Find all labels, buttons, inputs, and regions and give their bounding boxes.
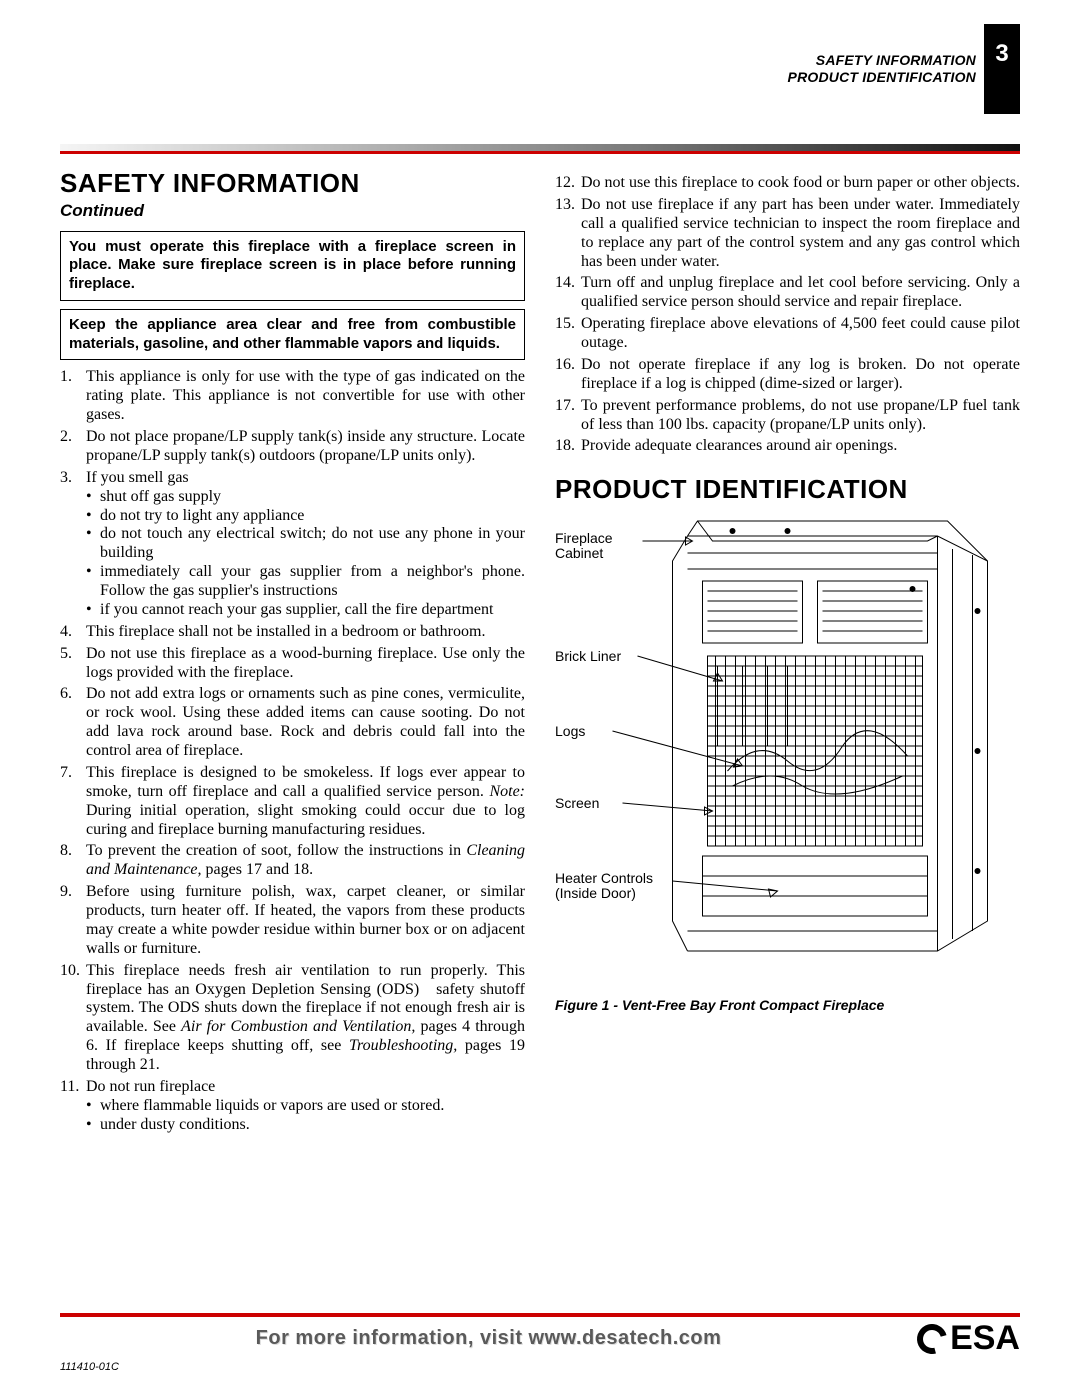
list-item: Do not run fireplacewhere flammable liqu… bbox=[60, 1078, 525, 1135]
sub-list-item: immediately call your gas supplier from … bbox=[86, 563, 525, 601]
list-item: Do not add extra logs or ornaments such … bbox=[60, 685, 525, 761]
list-item: This fireplace shall not be installed in… bbox=[60, 623, 525, 642]
header-line-1: SAFETY INFORMATION bbox=[788, 52, 976, 69]
callout-brick-liner: Brick Liner bbox=[555, 649, 621, 664]
list-item: This appliance is only for use with the … bbox=[60, 368, 525, 425]
list-item: Before using furniture polish, wax, carp… bbox=[60, 883, 525, 959]
page-number-badge: 3 bbox=[984, 24, 1020, 114]
figure-caption: Figure 1 - Vent-Free Bay Front Compact F… bbox=[555, 997, 1020, 1014]
page-header: SAFETY INFORMATION PRODUCT IDENTIFICATIO… bbox=[788, 24, 1020, 114]
sub-list-item: shut off gas supply bbox=[86, 488, 525, 507]
header-line-2: PRODUCT IDENTIFICATION bbox=[788, 69, 976, 86]
callout-cabinet: FireplaceCabinet bbox=[555, 531, 613, 562]
list-item: Do not place propane/LP supply tank(s) i… bbox=[60, 428, 525, 466]
list-item: Do not use fireplace if any part has bee… bbox=[555, 196, 1020, 272]
footer-text: For more information, visit www.desatech… bbox=[60, 1327, 917, 1350]
list-item: Operating fireplace above elevations of … bbox=[555, 315, 1020, 353]
safety-list-left: This appliance is only for use with the … bbox=[60, 368, 525, 1134]
sub-list-item: if you cannot reach your gas supplier, c… bbox=[86, 601, 525, 620]
sub-list-item: do not touch any electrical switch; do n… bbox=[86, 525, 525, 563]
safety-list-right: Do not use this fireplace to cook food o… bbox=[555, 174, 1020, 456]
logo-text: ESA bbox=[950, 1319, 1020, 1358]
sub-list-item: do not try to light any appliance bbox=[86, 507, 525, 526]
list-item: Provide adequate clearances around air o… bbox=[555, 437, 1020, 456]
list-item: This fireplace is designed to be smokele… bbox=[60, 764, 525, 840]
sub-list-item: under dusty conditions. bbox=[86, 1116, 525, 1135]
section-product-id-title: PRODUCT IDENTIFICATION bbox=[555, 474, 1020, 505]
fireplace-diagram bbox=[555, 511, 1020, 991]
framed-note-1: You must operate this fireplace with a f… bbox=[60, 231, 525, 301]
left-column: SAFETY INFORMATION Continued You must op… bbox=[60, 168, 525, 1277]
sub-list-item: where flammable liquids or vapors are us… bbox=[86, 1097, 525, 1116]
list-item: Do not operate fireplace if any log is b… bbox=[555, 356, 1020, 394]
logo-ring-icon bbox=[912, 1318, 953, 1359]
list-item: This fireplace needs fresh air ventilati… bbox=[60, 962, 525, 1075]
content-columns: SAFETY INFORMATION Continued You must op… bbox=[60, 168, 1020, 1277]
section-safety-title: SAFETY INFORMATION bbox=[60, 168, 525, 199]
right-column: Do not use this fireplace to cook food o… bbox=[555, 168, 1020, 1277]
continued-label: Continued bbox=[60, 201, 525, 221]
document-number: 111410-01C bbox=[60, 1361, 119, 1373]
list-item: To prevent performance problems, do not … bbox=[555, 397, 1020, 435]
list-item: Do not use this fireplace as a wood-burn… bbox=[60, 645, 525, 683]
list-item: Turn off and unplug fireplace and let co… bbox=[555, 274, 1020, 312]
framed-note-2: Keep the appliance area clear and free f… bbox=[60, 309, 525, 361]
list-item: If you smell gasshut off gas supplydo no… bbox=[60, 469, 525, 620]
header-title-lines: SAFETY INFORMATION PRODUCT IDENTIFICATIO… bbox=[788, 52, 976, 86]
callout-screen: Screen bbox=[555, 796, 599, 811]
callout-logs: Logs bbox=[555, 724, 585, 739]
header-divider bbox=[60, 144, 1020, 154]
list-item: To prevent the creation of soot, follow … bbox=[60, 842, 525, 880]
page-footer: For more information, visit www.desatech… bbox=[60, 1313, 1020, 1353]
list-item: Do not use this fireplace to cook food o… bbox=[555, 174, 1020, 193]
product-figure: FireplaceCabinet Brick Liner Logs Screen… bbox=[555, 511, 1020, 991]
desa-logo: ESA bbox=[917, 1319, 1020, 1358]
callout-heater-controls: Heater Controls(Inside Door) bbox=[555, 871, 653, 902]
